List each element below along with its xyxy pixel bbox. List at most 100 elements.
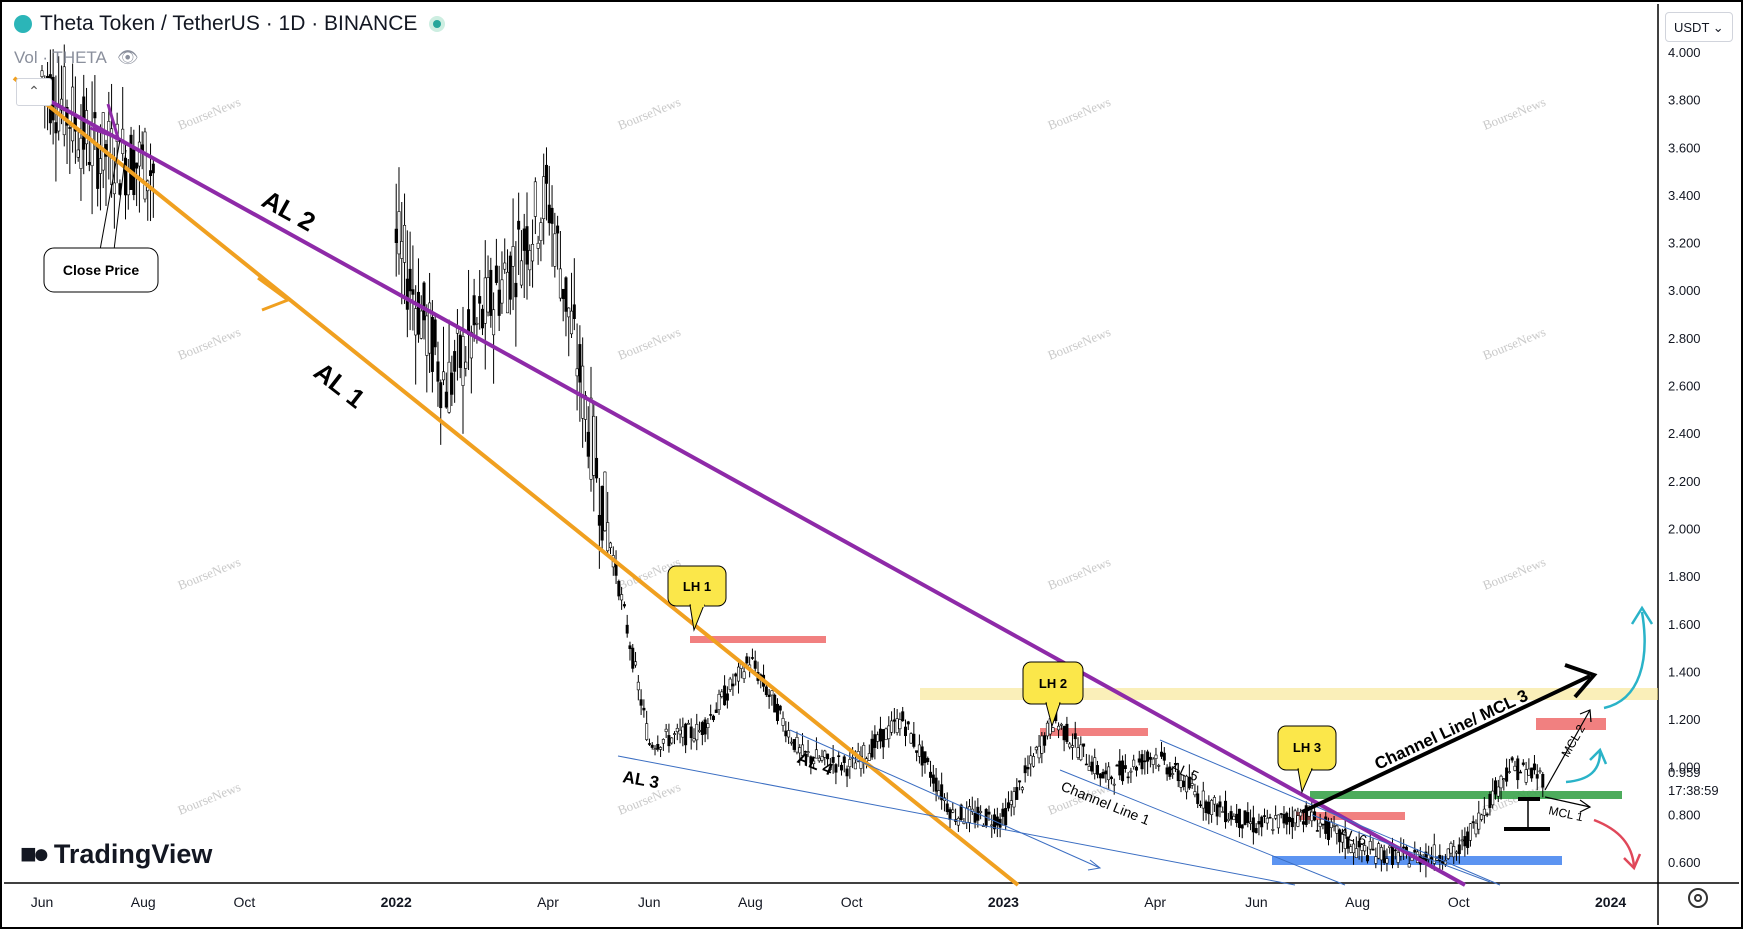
candle-body bbox=[575, 368, 579, 377]
candle-body bbox=[1432, 844, 1436, 864]
candle-body bbox=[1043, 735, 1047, 746]
candle-body bbox=[1129, 770, 1133, 773]
candle-body bbox=[1532, 763, 1536, 771]
tradingview-logo[interactable]: ■● TradingView bbox=[20, 838, 212, 870]
candle-body bbox=[1176, 770, 1180, 782]
eye-hidden-icon[interactable]: 👁 bbox=[116, 48, 139, 67]
candle-body bbox=[1137, 758, 1141, 763]
candle-body bbox=[639, 699, 643, 706]
candle-body bbox=[709, 714, 713, 716]
candle-body bbox=[1538, 770, 1542, 773]
candle-body bbox=[620, 594, 624, 601]
candle-body bbox=[1274, 815, 1278, 819]
channel-line-1 bbox=[1059, 769, 1346, 886]
y-tick-label: 2.400 bbox=[1668, 426, 1701, 441]
candle-body bbox=[1123, 765, 1127, 769]
mcl3-arrow bbox=[1564, 663, 1598, 699]
candle-body bbox=[1112, 783, 1116, 786]
price-axis[interactable]: 4.000 3.800 3.600 3.400 3.200 3.000 2.800 2.600… bbox=[1668, 45, 1701, 870]
candle-body bbox=[603, 471, 607, 532]
candle-body bbox=[1421, 857, 1425, 860]
candle-body bbox=[1293, 810, 1297, 824]
candle-body bbox=[728, 678, 732, 690]
candle-body bbox=[494, 265, 498, 283]
label-mcl1: MCL 1 bbox=[1547, 803, 1584, 824]
candle-body bbox=[700, 722, 704, 735]
candle-body bbox=[767, 694, 771, 697]
time-axis[interactable]: Jun Aug Oct 2022 Apr Jun Aug Oct 2023 Apr Jun Aug Oc… bbox=[31, 894, 1627, 910]
candle-body bbox=[1246, 812, 1250, 823]
candle-body bbox=[926, 758, 930, 763]
candle-body bbox=[814, 749, 818, 759]
mcl1-line bbox=[1544, 796, 1591, 808]
x-tick-label: Aug bbox=[131, 894, 156, 910]
candle-body bbox=[1318, 822, 1322, 827]
candle-body bbox=[1502, 778, 1506, 781]
candle-body bbox=[1151, 758, 1155, 765]
candle-body bbox=[1015, 787, 1019, 800]
candle-body bbox=[820, 756, 824, 761]
candle-body bbox=[492, 309, 496, 336]
candle-body bbox=[1185, 775, 1189, 793]
candle-body bbox=[1385, 858, 1389, 864]
candle-body bbox=[951, 809, 955, 813]
candle-body bbox=[1324, 816, 1328, 834]
yellow-resistance-zone bbox=[920, 688, 1658, 700]
candle-body bbox=[1349, 846, 1353, 853]
volume-legend[interactable]: Vol · THETA 👁 bbox=[14, 48, 139, 68]
candle-body bbox=[806, 751, 810, 753]
candle-body bbox=[1288, 816, 1292, 823]
current-price-tag: 0.959 17:38:59 bbox=[1668, 765, 1719, 798]
red-zone-lh3 bbox=[1295, 812, 1405, 820]
candle-body bbox=[1132, 759, 1136, 768]
candle-body bbox=[65, 106, 69, 126]
al2-arrow bbox=[89, 103, 121, 141]
candle-body bbox=[1162, 752, 1166, 761]
candle-body bbox=[503, 262, 507, 270]
svg-text:LH 3: LH 3 bbox=[1293, 740, 1321, 755]
watermark-text: BourseNews bbox=[176, 554, 243, 593]
trendlines bbox=[12, 76, 1598, 887]
candle-body bbox=[1190, 783, 1194, 786]
candle-body bbox=[1452, 846, 1456, 858]
label-al3: AL 3 bbox=[621, 767, 660, 792]
candle-body bbox=[1354, 848, 1358, 858]
candle-body bbox=[1396, 852, 1400, 863]
candle-body bbox=[622, 604, 626, 607]
candle-body bbox=[539, 222, 543, 241]
market-status-icon[interactable] bbox=[429, 16, 446, 32]
watermark-text: BourseNews bbox=[616, 324, 683, 363]
candle-body bbox=[1187, 776, 1191, 789]
symbol-header[interactable]: Theta Token / TetherUS · 1D · BINANCE bbox=[14, 12, 446, 36]
candle-body bbox=[817, 757, 821, 762]
watermark-text: BourseNews bbox=[616, 94, 683, 133]
settings-gear-icon[interactable] bbox=[1688, 888, 1708, 908]
candle-body bbox=[101, 112, 105, 171]
candle-body bbox=[734, 673, 738, 677]
currency-label: USDT bbox=[1674, 20, 1710, 35]
candle-body bbox=[873, 734, 877, 748]
x-tick-label: Jun bbox=[638, 894, 661, 910]
candle-body bbox=[1530, 767, 1534, 779]
candle-body bbox=[959, 804, 963, 821]
candle-body bbox=[403, 225, 407, 263]
candle-body bbox=[606, 522, 610, 552]
candle-body bbox=[1290, 817, 1294, 828]
currency-select[interactable]: USDT ⌄ bbox=[1665, 12, 1733, 42]
candle-body bbox=[1062, 726, 1066, 741]
candle-body bbox=[514, 282, 518, 298]
candle-body bbox=[706, 723, 710, 728]
candle-body bbox=[923, 751, 927, 764]
collapse-legend-button[interactable]: ⌃ bbox=[16, 78, 52, 106]
candle-body bbox=[506, 271, 510, 314]
candle-body bbox=[1232, 815, 1236, 821]
candle-body bbox=[1513, 765, 1517, 771]
candle-body bbox=[631, 647, 635, 669]
candle-body bbox=[595, 457, 599, 479]
candle-body bbox=[1438, 854, 1442, 862]
candle-body bbox=[528, 250, 532, 271]
candle-body bbox=[1541, 774, 1545, 788]
candle-body bbox=[1090, 761, 1094, 772]
candle-body bbox=[450, 372, 454, 395]
